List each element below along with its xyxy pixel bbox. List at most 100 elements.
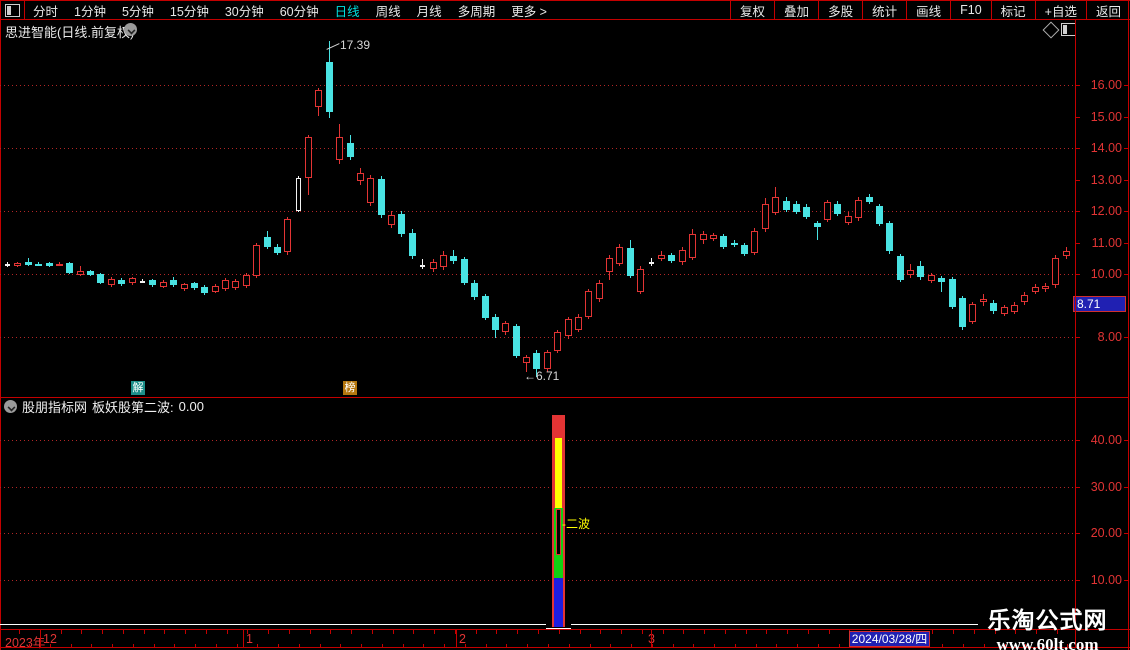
axis-tick-bottom [1067,644,1068,648]
time-axis: 2023年12123 [0,630,1130,650]
axis-tick-top [81,630,82,634]
main-gridline [0,85,1075,86]
candle-body [606,257,613,272]
chevron-down-icon[interactable] [124,23,137,36]
main-gridline [0,148,1075,149]
axis-tick-bottom [776,644,777,648]
axis-tick [1124,487,1128,488]
tool-button-8[interactable]: 返回 [1085,1,1130,19]
period-tab-3[interactable]: 15分钟 [169,4,209,19]
candle-body [907,269,915,275]
axis-tick-top [372,630,373,634]
candle-body [159,282,167,287]
main-chart-area[interactable] [0,20,1075,397]
axis-tick-bottom [174,644,175,648]
tool-button-6[interactable]: 标记 [990,1,1035,19]
axis-tick [1076,211,1080,212]
tool-button-0[interactable]: 复权 [730,1,774,19]
layout-split-button[interactable] [0,1,25,19]
candle-body [855,199,863,219]
title-row: 思进智能(日线.前复权) [0,20,1130,40]
candle-body [834,203,842,214]
axis-tick-bottom [50,644,51,648]
candle-body [896,256,904,280]
period-tab-6[interactable]: 日线 [334,4,360,19]
candle-body [107,279,115,286]
axis-tick-bottom [403,644,404,648]
axis-tick-bottom [610,644,611,648]
indicator-chevron-icon[interactable] [4,400,17,413]
candle-wick [38,262,40,266]
price-label: 16.00 [1090,78,1122,92]
axis-tick-bottom [756,644,757,648]
axis-tick-top [455,630,456,634]
price-label: 13.00 [1090,173,1122,187]
period-tab-0[interactable]: 分时 [33,4,59,19]
candle-body [232,281,240,288]
tool-button-4[interactable]: 画线 [906,1,950,19]
candle-body [595,282,603,300]
stock-title: 思进智能(日线.前复权) [5,25,135,40]
period-tab-4[interactable]: 30分钟 [224,4,264,19]
tool-button-5[interactable]: F10 [950,1,991,19]
event-badge-bang[interactable]: 榜 [343,381,357,395]
candle-body [938,278,946,283]
candle-body [761,204,769,230]
indicator-bar-up [555,508,561,556]
period-tab-1[interactable]: 1分钟 [74,4,106,19]
period-tab-2[interactable]: 5分钟 [121,4,154,19]
candle-wick [526,355,527,372]
candle-body [66,262,74,273]
indicator-chart-area[interactable] [0,397,1075,630]
axis-tick-top [206,630,207,634]
candle-body [554,331,562,352]
axis-tick-top [1057,630,1058,634]
period-tab-9[interactable]: 多周期 [457,4,496,19]
candle-body [325,61,333,112]
period-tab-7[interactable]: 周线 [375,4,401,19]
candle-body [886,223,894,252]
candle-body [201,286,209,293]
tool-button-1[interactable]: 叠加 [774,1,818,19]
axis-tick-top [434,630,435,634]
indicator-zero-line [0,624,546,625]
axis-tick-top [932,630,933,634]
axis-tick [1076,274,1080,275]
axis-tick [1124,211,1128,212]
main-gridline [0,274,1075,275]
axis-tick-top [683,630,684,634]
axis-tick-bottom [548,644,549,648]
axis-tick-bottom [506,644,507,648]
axis-tick [1076,533,1080,534]
cursor-date-box: 2024/03/28/四 [849,631,930,647]
axis-tick [1124,533,1128,534]
axis-tick-top [517,630,518,634]
axis-tick-bottom [486,644,487,648]
month-separator [651,630,652,648]
month-separator [243,630,244,648]
candle-body [1010,304,1018,312]
candle-body [730,242,738,245]
axis-tick-top [123,630,124,634]
period-tab-5[interactable]: 60分钟 [279,4,319,19]
candle-body [512,326,520,356]
axis-tick-bottom [652,644,653,648]
time-label-1: 12 [43,632,57,646]
period-tab-8[interactable]: 月线 [416,4,442,19]
axis-tick-bottom [735,644,736,648]
indicator-gridline [0,533,1075,534]
tool-button-2[interactable]: 多股 [818,1,862,19]
axis-tick-top [61,630,62,634]
event-badge-jie[interactable]: 解 [131,381,145,395]
right-border [1128,0,1129,650]
tool-button-7[interactable]: +自选 [1034,1,1086,19]
tool-button-3[interactable]: 统计 [862,1,906,19]
candle-body [55,264,63,266]
axis-tick-bottom [714,644,715,648]
indicator-header: 股朋指标网 板妖股第二波: 0.00 [4,399,204,415]
period-tab-10[interactable]: 更多 > [511,4,547,19]
axis-tick [1076,148,1080,149]
candle-body [263,237,271,247]
candle-body [959,297,966,328]
axis-tick-top [538,630,539,634]
